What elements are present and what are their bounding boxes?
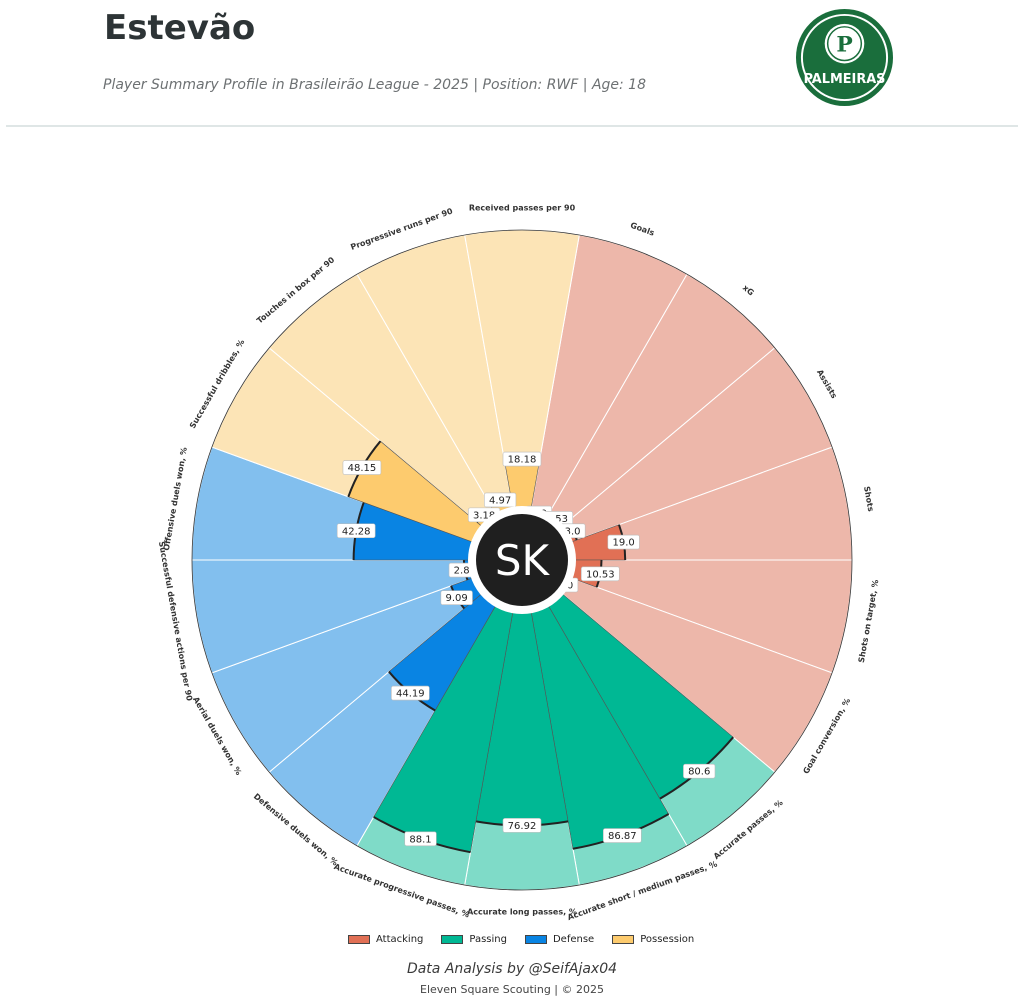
footer-copyright: Eleven Square Scouting | © 2025 [420,983,604,996]
value-label-accurate-progressive-passes: 88.1 [404,831,437,847]
axis-label-offensive-duels-won: Offensive duels won, % [162,446,189,551]
axis-label-assists: Assists [815,368,839,400]
header-divider [6,125,1018,127]
legend-swatch-defense [524,935,547,944]
svg-text:44.19: 44.19 [396,689,425,700]
value-label-progressive-runs-per-90: 4.97 [484,492,517,508]
chart-legend: Attacking Passing Defense Possession [348,934,694,945]
value-label-accurate-passes: 80.6 [683,763,716,779]
legend-item-passing: Passing [441,934,507,945]
axis-label-received-passes-per-90: Received passes per 90 [469,204,576,213]
legend-label-attacking: Attacking [376,934,424,945]
svg-text:2.88: 2.88 [454,566,476,577]
center-badge-text: SK [495,536,551,585]
value-label-aerial-duels-won: 9.09 [440,590,473,606]
value-label-successful-dribbles: 48.15 [342,460,382,475]
svg-text:48.15: 48.15 [348,463,377,474]
polar-bar-chart: 0.01.533.019.010.530.080.686.8776.9288.1… [157,204,881,923]
svg-text:4.97: 4.97 [489,495,511,506]
value-label-shots: 19.0 [607,534,640,550]
legend-item-attacking: Attacking [348,934,423,945]
legend-swatch-passing [441,935,464,944]
palmeiras-crest-icon: P PALMEIRAS [795,8,894,107]
value-label-accurate-short-medium-passes: 86.87 [602,828,642,843]
svg-text:3.0: 3.0 [565,526,581,537]
center-badge [476,514,568,606]
outer-ring [191,229,853,891]
analysis-credit: Data Analysis by @SeifAjax04 [406,961,618,977]
crest-letter: P [836,33,852,58]
legend-item-defense: Defense [524,934,595,945]
svg-text:80.6: 80.6 [688,767,710,778]
svg-text:42.28: 42.28 [342,526,371,537]
crest-text: PALMEIRAS [804,72,886,87]
svg-text:10.53: 10.53 [586,569,615,580]
svg-text:88.1: 88.1 [409,834,431,845]
axis-label-shots: Shots [862,486,875,513]
value-label-offensive-duels-won: 42.28 [336,523,376,539]
legend-label-defense: Defense [552,934,595,945]
value-label-received-passes-per-90: 18.18 [502,451,542,467]
legend-swatch-possession [612,935,635,944]
svg-text:9.09: 9.09 [446,593,468,604]
value-label-shots-on-target: 10.53 [580,566,620,582]
legend-label-possession: Possession [640,934,695,945]
value-label-defensive-duels-won: 44.19 [391,685,430,701]
svg-text:3.18: 3.18 [473,510,495,521]
axis-label-xg: xG [741,283,756,297]
svg-text:19.0: 19.0 [612,538,634,549]
svg-text:18.18: 18.18 [508,455,537,466]
axis-label-successful-defensive-actions-per-90: Successful defensive actions per 90 [157,541,194,702]
axis-label-goals: Goals [629,221,656,238]
legend-item-possession: Possession [612,934,694,945]
svg-text:76.92: 76.92 [508,821,537,832]
axis-label-accurate-long-passes: Accurate long passes, % [467,908,577,917]
page-subtitle: Player Summary Profile in Brasileirão Le… [103,77,646,93]
legend-swatch-attacking [348,935,370,944]
axis-label-shots-on-target: Shots on target, % [857,579,881,664]
value-label-accurate-long-passes: 76.92 [502,818,542,833]
legend-label-passing: Passing [469,934,507,945]
svg-text:86.87: 86.87 [608,831,637,842]
player-name: Estevão [104,8,256,48]
